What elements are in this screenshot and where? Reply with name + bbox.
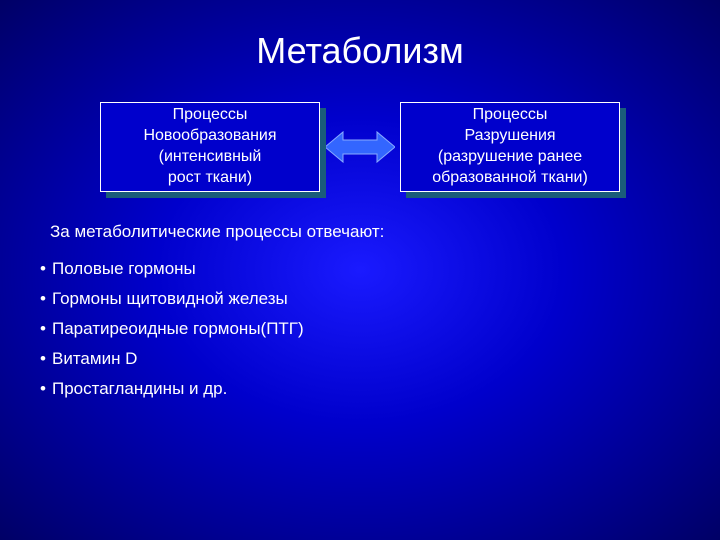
- hormone-list: Половые гормоны Гормоны щитовидной желез…: [40, 254, 680, 404]
- right-box-line4: образованной ткани): [432, 168, 588, 189]
- left-process-box: Процессы Новообразования (интенсивный ро…: [100, 102, 320, 192]
- left-box-line2: Новообразования: [143, 126, 276, 147]
- list-item: Гормоны щитовидной железы: [40, 284, 680, 314]
- double-arrow-icon: [325, 127, 395, 167]
- arrow-shape: [325, 132, 395, 162]
- process-boxes-row: Процессы Новообразования (интенсивный ро…: [0, 102, 720, 192]
- right-box-line1: Процессы: [473, 105, 548, 126]
- right-box-wrapper: Процессы Разрушения (разрушение ранее об…: [400, 102, 620, 192]
- left-box-line3: (интенсивный: [159, 147, 262, 168]
- right-box-line2: Разрушения: [464, 126, 555, 147]
- intro-text: За метаболитические процессы отвечают:: [40, 222, 680, 242]
- list-item: Витамин D: [40, 344, 680, 374]
- left-box-wrapper: Процессы Новообразования (интенсивный ро…: [100, 102, 320, 192]
- list-item: Паратиреоидные гормоны(ПТГ): [40, 314, 680, 344]
- left-box-line1: Процессы: [173, 105, 248, 126]
- right-box-line3: (разрушение ранее: [438, 147, 582, 168]
- page-title: Метаболизм: [0, 0, 720, 92]
- right-process-box: Процессы Разрушения (разрушение ранее об…: [400, 102, 620, 192]
- arrow-container: [320, 127, 400, 167]
- left-box-line4: рост ткани): [168, 168, 252, 189]
- body-text-section: За метаболитические процессы отвечают: П…: [0, 192, 720, 404]
- list-item: Половые гормоны: [40, 254, 680, 284]
- list-item: Простагландины и др.: [40, 374, 680, 404]
